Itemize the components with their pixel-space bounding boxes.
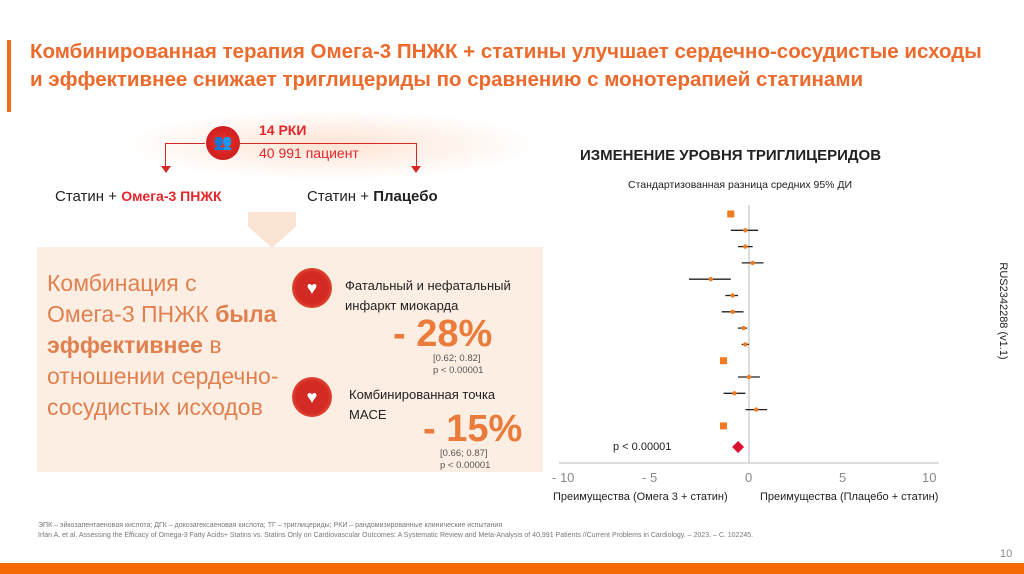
- study-square: [720, 422, 728, 430]
- x-tick: 5: [839, 470, 847, 485]
- arrow-down-icon: [161, 166, 171, 173]
- study-point: [743, 342, 748, 347]
- x-tick: - 10: [552, 470, 575, 485]
- arm2-prefix: Статин +: [307, 188, 374, 205]
- p-text: p < 0.00001: [440, 460, 491, 471]
- study-point: [741, 325, 746, 331]
- study-point: [732, 391, 737, 396]
- arrow-down-icon: [411, 166, 421, 173]
- outcome-value: - 28%: [393, 313, 493, 355]
- arm2-drug: Плацебо: [373, 188, 438, 205]
- study-point: [743, 228, 748, 233]
- summary-text: Комбинация с Омега-3 ПНЖК была эффективн…: [47, 268, 287, 423]
- study-point: [730, 309, 735, 314]
- x-tick: 10: [922, 470, 937, 485]
- x-label-left: Преимущества (Омега 3 + статин): [553, 491, 728, 503]
- outcome-ci: [0.62; 0.82] p < 0.00001: [433, 353, 483, 377]
- study-point: [730, 293, 735, 298]
- x-tick: - 5: [642, 470, 658, 485]
- arrow-left-line: [165, 143, 205, 167]
- study-point: [746, 374, 752, 380]
- page-title: Комбинированная терапия Омега-3 ПНЖК + с…: [30, 40, 982, 91]
- study-point: [743, 244, 748, 249]
- arm-omega3: Статин + Омега-3 ПНЖК: [55, 188, 222, 205]
- arm1-drug: Омега-3 ПНЖК: [121, 188, 222, 204]
- patient-count: 40 991 пациент: [259, 145, 359, 161]
- footnote: ЭПК – эйкозапентаеновая кислота; ДГК – д…: [38, 521, 778, 541]
- study-square: [727, 210, 735, 218]
- study-glow: [120, 110, 540, 180]
- outcome-ci: [0.66; 0.87] p < 0.00001: [440, 448, 490, 472]
- p-text: p < 0.00001: [433, 365, 484, 376]
- ci-text: [0.66; 0.87]: [440, 448, 488, 459]
- study-point: [754, 407, 759, 412]
- bottom-bar: [0, 563, 1024, 574]
- arm1-prefix: Статин +: [55, 188, 122, 205]
- footnote-ref: Irfan A. et al. Assessing the Efficacy o…: [38, 532, 754, 539]
- chart-subtitle: Стандартизованная разница средних 95% ДИ: [628, 179, 853, 191]
- summary-part1: Комбинация с Омега-3 ПНЖК: [47, 270, 216, 327]
- study-square: [720, 357, 728, 365]
- footnote-abbr: ЭПК – эйкозапентаеновая кислота; ДГК – д…: [38, 522, 503, 529]
- page-number: 10: [1000, 548, 1013, 560]
- results-panel: [37, 247, 543, 472]
- chart-title: ИЗМЕНЕНИЕ УРОВНЯ ТРИГЛИЦЕРИДОВ: [580, 147, 882, 164]
- outcome-label: Комбинированная точка MACE: [349, 387, 496, 422]
- outcome-label: Фатальный и нефатальный инфаркт миокарда: [345, 278, 511, 313]
- pooled-p-value: p < 0.00001: [613, 441, 672, 453]
- rct-count: 14 РКИ: [259, 122, 307, 138]
- arm-placebo: Статин + Плацебо: [307, 188, 438, 205]
- study-point: [708, 277, 713, 282]
- outcome-value: - 15%: [423, 408, 523, 450]
- study-point: [750, 260, 755, 266]
- summary-part2: в отношении сердечно-сосудистых исходов: [47, 332, 279, 420]
- document-code: RUS2342288 (v1.1): [997, 262, 1009, 360]
- heart-plus-icon: ♥: [292, 377, 332, 417]
- summary-bold: была эффективнее: [47, 301, 277, 358]
- pooled-diamond: [732, 441, 745, 453]
- arrow-right-line: [240, 143, 417, 167]
- title-accent-bar: [7, 40, 11, 112]
- ci-text: [0.62; 0.82]: [433, 353, 481, 364]
- heart-alert-icon: ♥: [292, 268, 332, 308]
- people-group-icon: 👥: [206, 126, 240, 160]
- x-label-right: Преимущества (Плацебо + статин): [760, 491, 939, 503]
- x-tick: 0: [745, 470, 753, 485]
